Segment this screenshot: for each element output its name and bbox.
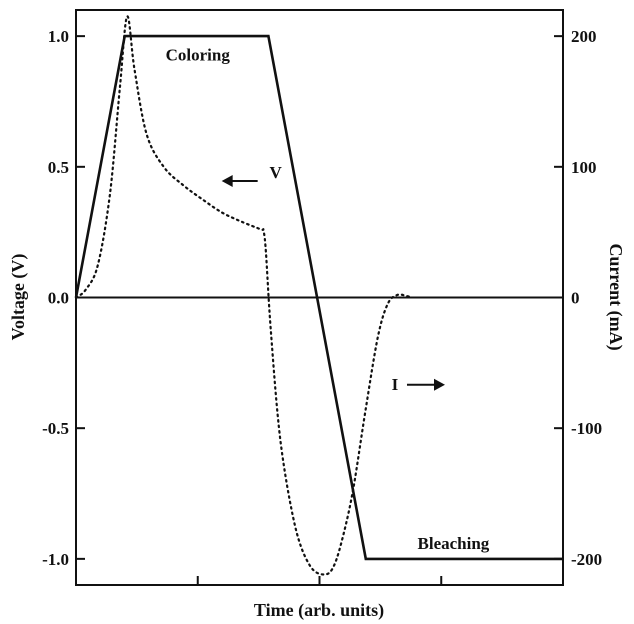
arrow-left-head [221,175,233,188]
right-tick-label: 100 [571,158,597,177]
annotation-v: V [270,163,283,182]
right-tick-label: -100 [571,419,602,438]
right-tick-label: 0 [571,289,580,308]
right-tick-label: 200 [571,27,597,46]
left-tick-label: 0.0 [48,289,69,308]
series-lines [74,15,563,576]
annotation-i: I [392,375,399,394]
annotation-bleaching: Bleaching [418,534,490,553]
left-tick-label: 1.0 [48,27,69,46]
x-axis-title: Time (arb. units) [254,600,384,621]
right-tick-label: -200 [571,550,602,569]
left-tick-label: -0.5 [42,419,69,438]
tick-labels: 1.0 0.5 0.0 -0.5 -1.0 200 100 0 -100 -200 [42,27,602,569]
y-axis-title-left: Voltage (V) [8,254,29,341]
y-axis-title-right: Current (mA) [605,243,626,350]
series-I-line [74,15,414,576]
left-tick-label: -1.0 [42,550,69,569]
left-tick-label: 0.5 [48,158,69,177]
annotation-coloring: Coloring [166,45,231,64]
annotations: Coloring V I Bleaching [166,45,490,553]
arrow-right-head [433,378,445,391]
series-V-line [74,34,563,561]
